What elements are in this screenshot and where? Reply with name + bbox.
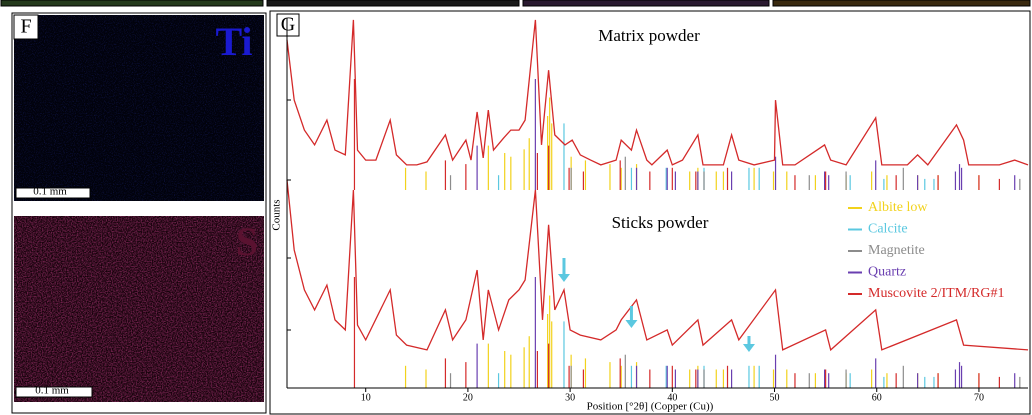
x-tick-label: 10 — [361, 392, 371, 403]
top-strip — [0, 0, 1031, 7]
panel-label: F — [20, 16, 31, 38]
arrow-head — [742, 344, 755, 352]
panel-f: F Ti S 0.1 mm 0.1 mm — [11, 12, 267, 414]
pattern-label: Sticks powder — [612, 213, 709, 232]
s-map-noise — [14, 216, 264, 402]
pattern-line — [286, 19, 1029, 166]
panel-g: G Counts Position [°2θ] (Copper (Cu)) — [269, 10, 1031, 415]
legend-label: Muscovite 2/ITM/RG#1 — [868, 286, 1005, 301]
legend-label: Albite low — [868, 200, 928, 215]
x-tick-label: 30 — [565, 392, 575, 403]
pattern-label: Matrix powder — [598, 26, 700, 45]
ti-map-noise — [14, 15, 264, 201]
arrow — [625, 306, 638, 328]
panel-label: G — [281, 14, 295, 36]
arrow — [557, 258, 570, 282]
x-tick-label: 70 — [974, 392, 984, 403]
x-tick-label: 40 — [667, 392, 677, 403]
x-tick-label: 60 — [872, 392, 882, 403]
scale-bar-label: 0.1 mm — [35, 385, 69, 397]
legend-label: Quartz — [868, 265, 906, 280]
legend-label: Magnetite — [868, 243, 925, 258]
legend-label: Calcite — [868, 222, 908, 237]
arrow-head — [625, 320, 638, 328]
element-label: Ti — [215, 19, 252, 64]
x-axis-label: Position [°2θ] (Copper (Cu)) — [587, 401, 714, 413]
y-axis-label: Counts — [271, 199, 283, 230]
x-tick-label: 50 — [770, 392, 780, 403]
arrow-head — [557, 274, 570, 282]
x-tick-label: 20 — [463, 392, 473, 403]
element-label: S — [236, 219, 258, 264]
arrow — [742, 336, 755, 352]
pattern-line — [286, 180, 1029, 352]
scale-bar-label: 0.1 mm — [33, 186, 67, 198]
